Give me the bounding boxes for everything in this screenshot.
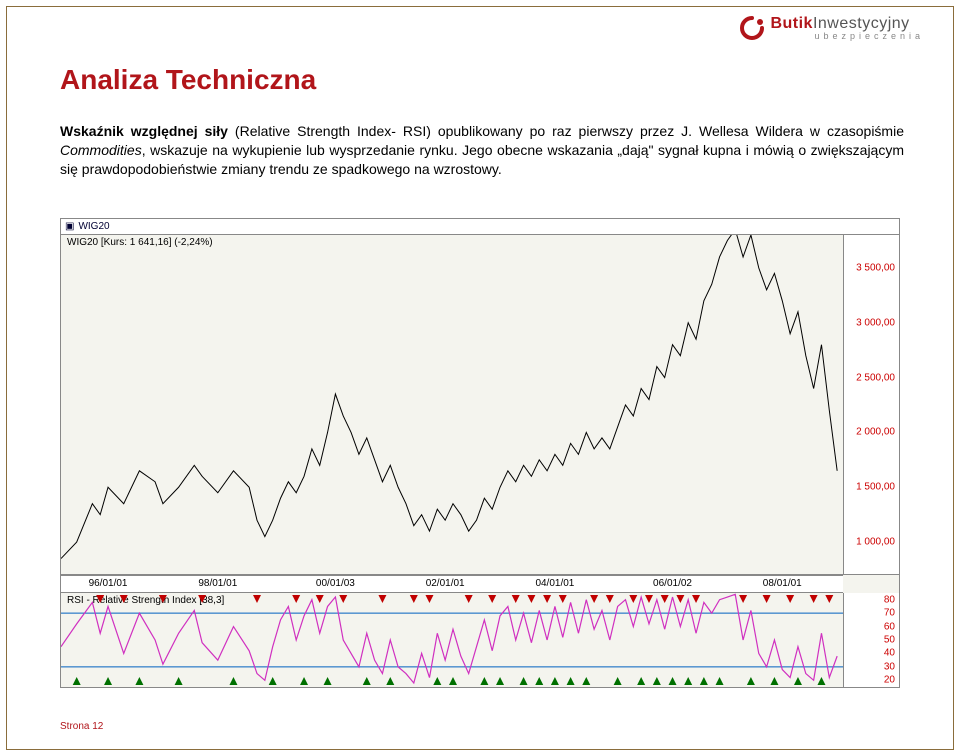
rsi-plot-area: RSI - Relative Strength Index [38,3] xyxy=(61,593,843,687)
buy-marker-icon xyxy=(520,677,528,685)
buy-marker-icon xyxy=(653,677,661,685)
lead-term: Wskaźnik względnej siły xyxy=(60,123,228,139)
buy-marker-icon xyxy=(269,677,277,685)
y-tick: 2 500,00 xyxy=(856,372,895,383)
price-plot-area: WIG20 [Kurs: 1 641,16] (-2,24%) xyxy=(61,235,843,574)
x-tick: 08/01/01 xyxy=(763,578,802,589)
x-tick: 06/01/02 xyxy=(653,578,692,589)
brand-subtitle: ubezpieczenia xyxy=(814,31,924,41)
buy-marker-icon xyxy=(496,677,504,685)
sell-marker-icon xyxy=(96,595,104,603)
sell-marker-icon xyxy=(512,595,520,603)
x-tick: 96/01/01 xyxy=(89,578,128,589)
rsi-tick: 20 xyxy=(884,675,895,686)
rsi-tick: 50 xyxy=(884,635,895,646)
sell-marker-icon xyxy=(559,595,567,603)
sell-marker-icon xyxy=(606,595,614,603)
sell-marker-icon xyxy=(316,595,324,603)
x-tick: 00/01/03 xyxy=(316,578,355,589)
x-tick: 98/01/01 xyxy=(198,578,237,589)
rsi-tick: 60 xyxy=(884,621,895,632)
buy-marker-icon xyxy=(637,677,645,685)
price-panel: WIG20 [Kurs: 1 641,16] (-2,24%) 3 500,00… xyxy=(61,235,899,575)
sell-marker-icon xyxy=(590,595,598,603)
rsi-y-axis: 80 70 60 50 40 30 20 xyxy=(843,593,899,687)
buy-marker-icon xyxy=(684,677,692,685)
sell-marker-icon xyxy=(292,595,300,603)
buy-marker-icon xyxy=(175,677,183,685)
y-tick: 1 500,00 xyxy=(856,482,895,493)
y-tick: 1 000,00 xyxy=(856,537,895,548)
y-tick: 3 500,00 xyxy=(856,262,895,273)
y-tick: 3 000,00 xyxy=(856,317,895,328)
buy-marker-icon xyxy=(716,677,724,685)
rsi-tick: 70 xyxy=(884,608,895,619)
rsi-tick: 40 xyxy=(884,648,895,659)
brand-header: ButikInwestycyjny ubezpieczenia xyxy=(738,14,924,42)
x-tick: 04/01/01 xyxy=(535,578,574,589)
buy-marker-icon xyxy=(300,677,308,685)
buy-marker-icon xyxy=(535,677,543,685)
sell-marker-icon xyxy=(465,595,473,603)
buy-marker-icon xyxy=(551,677,559,685)
buy-marker-icon xyxy=(817,677,825,685)
sell-marker-icon xyxy=(825,595,833,603)
sell-marker-icon xyxy=(253,595,261,603)
buy-marker-icon xyxy=(582,677,590,685)
logo-icon xyxy=(738,14,766,42)
buy-marker-icon xyxy=(324,677,332,685)
buy-marker-icon xyxy=(386,677,394,685)
sell-marker-icon xyxy=(120,595,128,603)
buy-marker-icon xyxy=(73,677,81,685)
chart-collapse-icon: ▣ xyxy=(65,221,74,232)
sell-marker-icon xyxy=(763,595,771,603)
buy-marker-icon xyxy=(363,677,371,685)
page-title: Analiza Techniczna xyxy=(60,64,316,96)
body-paragraph: Wskaźnik względnej siły (Relative Streng… xyxy=(60,122,904,179)
rsi-line xyxy=(61,594,837,683)
rsi-panel: RSI - Relative Strength Index [38,3] 80 7… xyxy=(61,593,899,687)
chart-title-bar: ▣ WIG20 xyxy=(61,219,899,235)
sell-marker-icon xyxy=(543,595,551,603)
x-tick: 02/01/01 xyxy=(426,578,465,589)
y-tick: 2 000,00 xyxy=(856,427,895,438)
buy-marker-icon xyxy=(770,677,778,685)
chart-container: ▣ WIG20 WIG20 [Kurs: 1 641,16] (-2,24%) … xyxy=(60,218,900,688)
page-footer: Strona 12 xyxy=(60,721,103,732)
buy-marker-icon xyxy=(104,677,112,685)
buy-marker-icon xyxy=(747,677,755,685)
buy-marker-icon xyxy=(229,677,237,685)
sell-marker-icon xyxy=(527,595,535,603)
sell-marker-icon xyxy=(692,595,700,603)
buy-marker-icon xyxy=(135,677,143,685)
sell-marker-icon xyxy=(739,595,747,603)
sell-marker-icon xyxy=(488,595,496,603)
buy-marker-icon xyxy=(614,677,622,685)
rsi-tick: 30 xyxy=(884,661,895,672)
buy-marker-icon xyxy=(669,677,677,685)
buy-marker-icon xyxy=(794,677,802,685)
sell-marker-icon xyxy=(629,595,637,603)
sell-marker-icon xyxy=(425,595,433,603)
sell-marker-icon xyxy=(810,595,818,603)
buy-marker-icon xyxy=(480,677,488,685)
sell-marker-icon xyxy=(676,595,684,603)
price-y-axis: 3 500,00 3 000,00 2 500,00 2 000,00 1 500,00… xyxy=(843,235,899,574)
sell-marker-icon xyxy=(786,595,794,603)
sell-marker-icon xyxy=(645,595,653,603)
buy-marker-icon xyxy=(433,677,441,685)
chart-window-title: WIG20 xyxy=(78,221,109,232)
sell-marker-icon xyxy=(378,595,386,603)
x-axis: 96/01/01 98/01/01 00/01/03 02/01/01 04/01/01… xyxy=(61,575,843,593)
sell-marker-icon xyxy=(410,595,418,603)
sell-marker-icon xyxy=(159,595,167,603)
sell-marker-icon xyxy=(198,595,206,603)
buy-marker-icon xyxy=(700,677,708,685)
price-line xyxy=(61,235,837,559)
buy-marker-icon xyxy=(449,677,457,685)
buy-marker-icon xyxy=(567,677,575,685)
sell-marker-icon xyxy=(661,595,669,603)
sell-marker-icon xyxy=(339,595,347,603)
rsi-tick: 80 xyxy=(884,594,895,605)
